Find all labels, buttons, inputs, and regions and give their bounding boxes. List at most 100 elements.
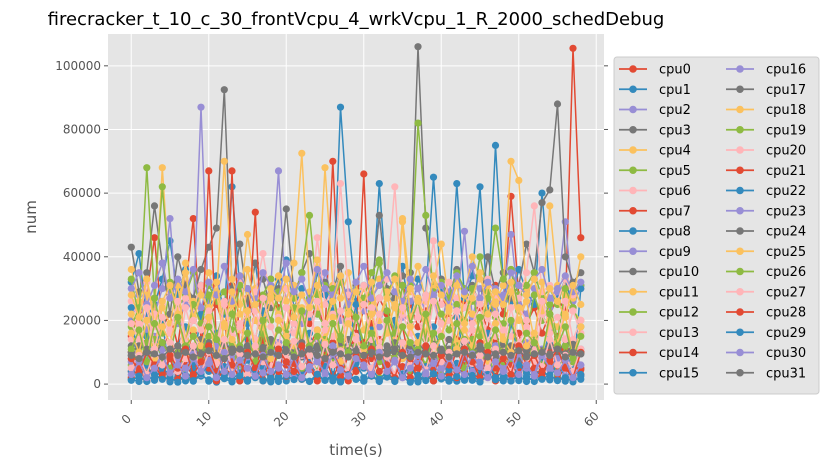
- data-point: [561, 374, 569, 382]
- data-point: [453, 320, 461, 328]
- data-point: [127, 265, 135, 274]
- legend-swatch-marker: [629, 328, 637, 337]
- data-point: [174, 351, 182, 359]
- data-point: [205, 313, 213, 321]
- data-point: [398, 351, 407, 359]
- legend-label: cpu1: [659, 83, 691, 98]
- data-point: [313, 326, 321, 334]
- data-point: [205, 278, 213, 286]
- data-point: [236, 272, 244, 280]
- data-point: [282, 339, 290, 347]
- data-point: [460, 288, 469, 296]
- data-point: [515, 370, 523, 379]
- data-point: [205, 269, 213, 277]
- data-point: [290, 376, 298, 384]
- legend-item-cpu4: cpu4: [619, 144, 691, 159]
- legend-label: cpu4: [659, 144, 691, 159]
- data-point: [127, 320, 135, 328]
- data-point: [321, 369, 329, 377]
- data-point: [313, 332, 321, 340]
- data-point: [577, 278, 585, 286]
- data-point: [205, 377, 213, 385]
- data-point: [553, 285, 562, 293]
- legend-item-cpu15: cpu15: [619, 366, 699, 381]
- data-point: [352, 288, 360, 296]
- y-tick-label: 100000: [55, 59, 101, 73]
- data-point: [406, 339, 414, 347]
- data-point: [577, 285, 585, 293]
- data-point: [476, 269, 484, 277]
- data-point: [305, 320, 314, 328]
- data-point: [274, 167, 283, 175]
- legend-item-cpu3: cpu3: [619, 123, 691, 138]
- data-point: [375, 281, 383, 289]
- data-point: [360, 170, 368, 178]
- data-point: [460, 320, 469, 328]
- data-point: [437, 240, 445, 248]
- legend-label: cpu27: [766, 285, 806, 300]
- data-point: [577, 323, 585, 331]
- data-point: [243, 364, 252, 372]
- data-point: [515, 361, 523, 369]
- data-point: [484, 353, 492, 361]
- legend-label: cpu12: [659, 306, 699, 321]
- data-point: [367, 310, 376, 318]
- data-point: [546, 358, 554, 366]
- data-point: [367, 348, 376, 356]
- data-point: [228, 288, 236, 296]
- legend-item-cpu17: cpu17: [726, 83, 806, 98]
- data-point: [437, 281, 445, 289]
- data-point: [251, 342, 259, 350]
- data-point: [143, 358, 151, 366]
- legend-item-cpu26: cpu26: [726, 265, 806, 280]
- legend-label: cpu29: [766, 326, 806, 341]
- data-point: [329, 297, 337, 305]
- legend-label: cpu6: [659, 184, 691, 199]
- data-point: [577, 350, 585, 358]
- legend-swatch-marker: [736, 65, 744, 73]
- data-point: [150, 364, 159, 372]
- data-point: [553, 361, 562, 369]
- data-point: [538, 348, 546, 356]
- data-point: [561, 353, 569, 361]
- data-point: [174, 313, 182, 321]
- data-point: [220, 367, 228, 375]
- data-point: [522, 342, 531, 350]
- legend-label: cpu26: [766, 265, 806, 280]
- data-point: [243, 265, 252, 274]
- data-point: [352, 347, 360, 355]
- legend-label: cpu14: [659, 346, 699, 361]
- data-point: [383, 316, 391, 324]
- data-point: [414, 43, 422, 51]
- data-point: [135, 250, 143, 258]
- data-point: [530, 339, 538, 347]
- data-point: [522, 377, 531, 386]
- data-point: [499, 367, 507, 375]
- data-point: [530, 275, 538, 283]
- data-point: [484, 294, 492, 302]
- data-point: [220, 335, 228, 344]
- legend-item-cpu16: cpu16: [726, 63, 806, 78]
- data-point: [181, 304, 190, 312]
- data-point: [507, 230, 515, 239]
- data-point: [135, 269, 143, 277]
- legend-swatch-marker: [736, 227, 744, 235]
- data-point: [422, 224, 430, 232]
- data-point: [367, 294, 376, 302]
- legend-label: cpu18: [766, 103, 806, 118]
- data-point: [259, 377, 267, 385]
- legend-label: cpu10: [659, 265, 699, 280]
- legend-label: cpu11: [659, 285, 699, 300]
- data-point: [212, 351, 221, 359]
- data-point: [197, 103, 205, 111]
- legend-swatch-marker: [629, 227, 637, 235]
- data-point: [460, 376, 469, 384]
- data-point: [274, 361, 283, 369]
- data-point: [414, 313, 422, 321]
- data-point: [228, 370, 236, 379]
- data-point: [577, 316, 585, 324]
- data-point: [127, 304, 135, 312]
- data-point: [220, 320, 228, 328]
- data-point: [367, 269, 376, 277]
- data-point: [367, 304, 376, 312]
